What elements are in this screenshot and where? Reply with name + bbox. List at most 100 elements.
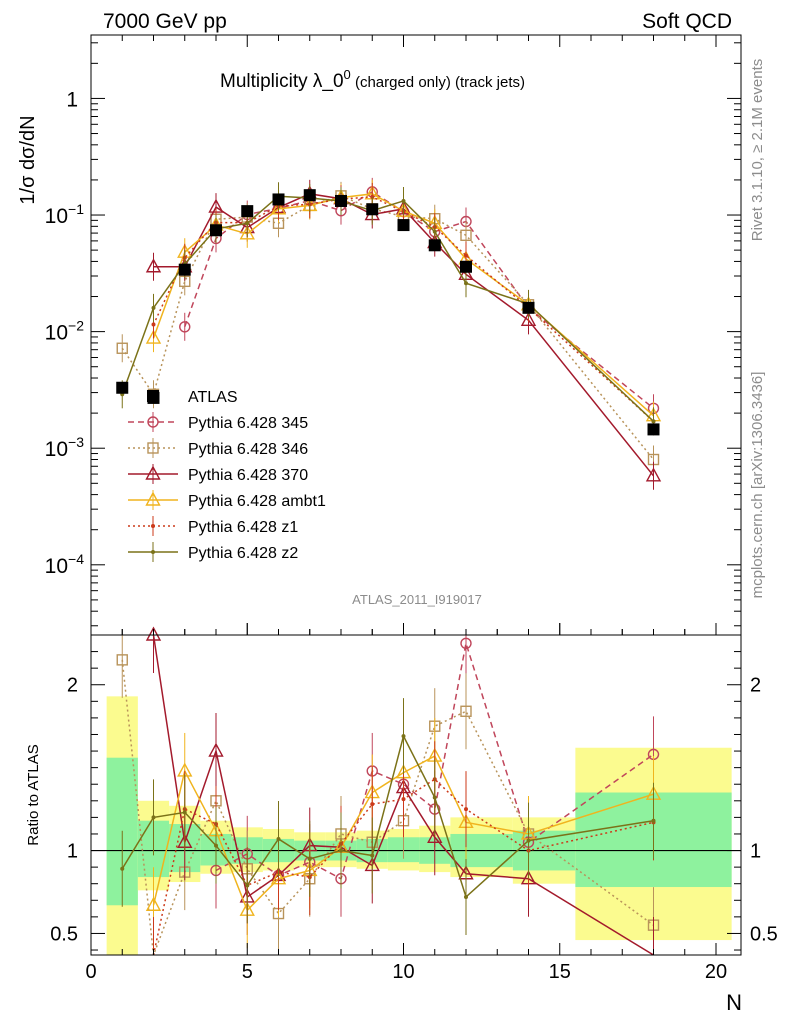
main-point: [151, 322, 156, 327]
legend-label: Pythia 6.428 370: [188, 467, 308, 484]
main-point: [645, 467, 662, 482]
legend-marker: [147, 416, 159, 428]
main-panel-series: [116, 177, 662, 490]
main-y-tick-label: 10−4: [45, 551, 85, 578]
ratio-point: [276, 836, 281, 841]
ratio-point: [116, 654, 128, 666]
main-point: [151, 305, 156, 310]
main-point: [428, 239, 441, 252]
legend-label: Pythia 6.428 ambt1: [188, 493, 326, 510]
legend-label: Pythia 6.428 z2: [188, 545, 298, 562]
legend-entry-5: Pythia 6.428 z1: [128, 516, 298, 536]
main-point: [432, 229, 437, 234]
ratio-panel-series: [116, 626, 662, 956]
main-point: [647, 423, 660, 436]
main-point: [116, 342, 128, 354]
main-y-tick-labels: 10−4 10−3 10−2 10−1 1: [45, 88, 85, 577]
ratio-line: [121, 659, 654, 956]
ratio-point: [151, 815, 156, 820]
ratio-point: [464, 807, 468, 812]
legend-marker: [145, 491, 161, 506]
ratio-y-tick-label: 2: [67, 675, 78, 697]
legend-entry-4: Pythia 6.428 ambt1: [128, 490, 326, 510]
legend-marker: [147, 442, 159, 454]
main-point: [397, 219, 410, 232]
main-point: [651, 419, 656, 424]
rivet-version-text: Rivet 3.1.10, ≥ 2.1M events: [749, 59, 766, 242]
ratio-point: [307, 856, 312, 861]
main-point: [210, 224, 222, 237]
main-point: [239, 225, 255, 240]
ratio-y-tick-labels: 0.5 0.5 1 1 2 2: [50, 675, 778, 946]
ratio-point: [370, 853, 375, 858]
legend-label: ATLAS: [188, 389, 238, 406]
ratio-series-5: [120, 698, 656, 935]
main-point: [464, 253, 468, 258]
ratio-y-tick-label-right: 1: [750, 841, 761, 863]
legend-marker: [147, 390, 159, 402]
x-tick-label: 10: [392, 961, 414, 983]
ratio-point: [464, 894, 468, 899]
main-point: [178, 263, 191, 276]
ratio-y-tick-label-right: 0.5: [750, 923, 778, 945]
main-point: [335, 194, 347, 207]
legend-marker: [151, 550, 155, 554]
ratio-point: [182, 810, 187, 815]
x-tick-label: 15: [549, 961, 571, 983]
main-point: [241, 205, 254, 218]
legend-entry-1: Pythia 6.428 345: [128, 412, 308, 432]
ratio-point: [526, 838, 531, 843]
main-point: [179, 321, 191, 333]
main-point: [460, 260, 472, 273]
main-point: [366, 203, 379, 216]
x-tick-label: 0: [85, 961, 96, 983]
ratio-point: [214, 843, 218, 848]
ratio-point: [145, 896, 162, 911]
main-line: [121, 195, 655, 422]
axis-ticks: [90, 35, 741, 955]
main-point: [116, 381, 129, 394]
ratio-point: [401, 734, 406, 739]
main-point: [303, 189, 316, 202]
ratio-point: [401, 797, 406, 802]
main-point: [464, 281, 468, 286]
header-left: 7000 GeV pp: [103, 10, 227, 33]
main-y-tick-label: 10−3: [45, 434, 85, 461]
x-tick-label: 5: [242, 961, 253, 983]
ratio-y-axis-label: Ratio to ATLAS: [25, 744, 42, 845]
main-y-tick-label: 1: [66, 88, 78, 111]
x-tick-label: 20: [705, 961, 727, 983]
main-point: [520, 311, 537, 327]
ratio-point: [460, 637, 472, 649]
legend: ATLAS Pythia 6.428 345 Pythia 6.428 346 Pyt…: [128, 389, 326, 562]
ratio-point: [651, 818, 656, 823]
legend-entry-6: Pythia 6.428 z2: [128, 542, 298, 562]
main-point: [272, 193, 285, 206]
ratio-y-tick-label: 1: [67, 841, 78, 863]
ratio-point: [120, 866, 125, 871]
main-point: [460, 229, 472, 242]
ratio-point: [370, 802, 375, 807]
main-point: [522, 301, 535, 314]
x-axis-label: N: [726, 990, 742, 1015]
legend-label: Pythia 6.428 z1: [188, 519, 298, 536]
legend-label: Pythia 6.428 346: [188, 441, 308, 458]
ratio-point: [145, 626, 162, 641]
main-line: [153, 193, 655, 477]
plot-title: Multiplicity λ_00 (charged only) (track …: [220, 67, 525, 92]
legend-entry-0: ATLAS: [147, 389, 238, 406]
main-line: [184, 190, 654, 409]
legend-entry-3: Pythia 6.428 370: [128, 464, 308, 484]
main-point: [145, 258, 162, 273]
header-right: Soft QCD: [642, 10, 732, 33]
main-point: [401, 198, 406, 203]
legend-label: Pythia 6.428 345: [188, 415, 308, 432]
ratio-point: [460, 705, 472, 717]
ratio-uncertainty-bands: [106, 696, 732, 955]
analysis-id-text: ATLAS_2011_I919017: [352, 592, 482, 607]
ratio-y-tick-label: 0.5: [50, 923, 78, 945]
ratio-y-tick-label-right: 2: [750, 675, 761, 697]
x-tick-labels: 0 5 10 15 20: [85, 961, 727, 983]
ratio-point: [427, 828, 443, 843]
